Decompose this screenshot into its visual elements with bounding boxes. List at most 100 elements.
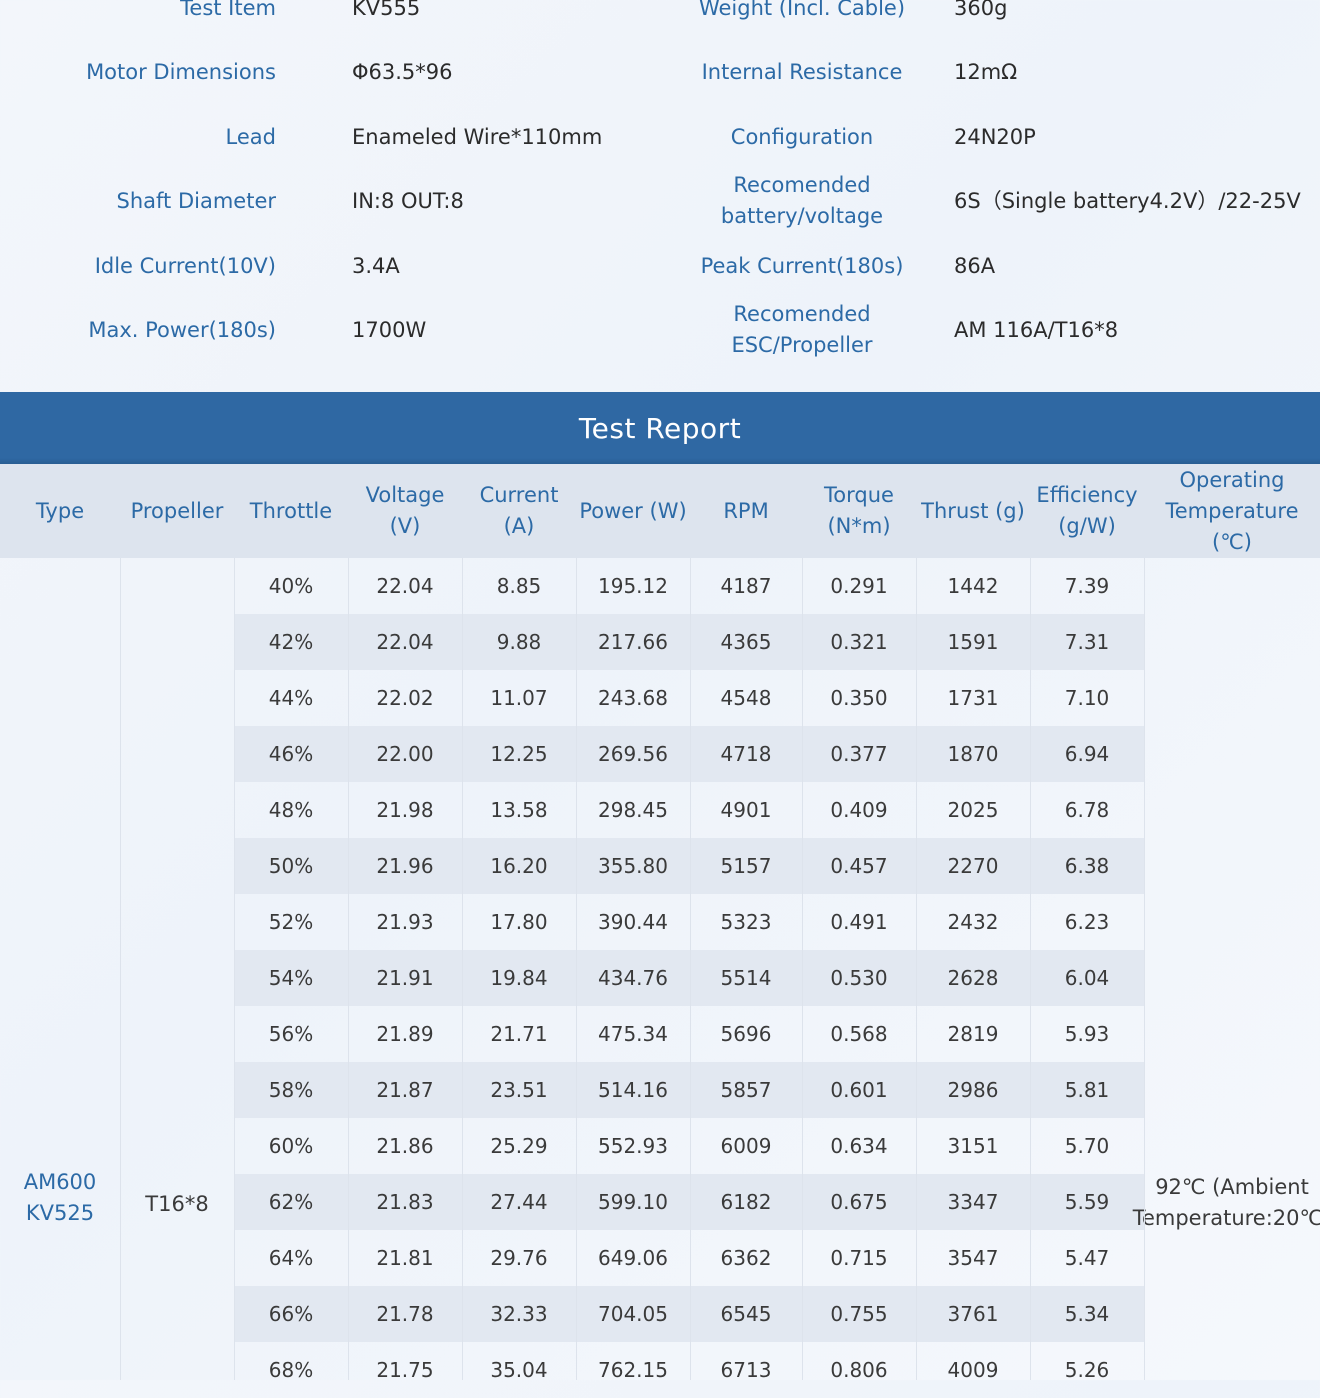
spec-label: Internal Resistance [701, 59, 903, 84]
cell-rpm: 5514 [720, 966, 772, 990]
header-torque: Torque (N*m) [824, 483, 894, 538]
cell-voltage: 21.75 [376, 1358, 434, 1382]
cell-throttle: 48% [268, 798, 314, 822]
cell-power: 298.45 [598, 798, 668, 822]
spec-label: Recomended battery/voltage [720, 173, 884, 228]
cell-torque: 0.675 [830, 1190, 888, 1214]
cell-throttle: 68% [268, 1358, 314, 1382]
spec-value: 12mΩ [954, 59, 1018, 84]
spec-row: Lead Enameled Wire*110mm Configuration 2… [0, 107, 1320, 167]
cell-power: 552.93 [598, 1134, 668, 1158]
cell-efficiency: 5.70 [1064, 1134, 1110, 1158]
cell-rpm: 4718 [720, 742, 772, 766]
header-type: Type [35, 498, 85, 523]
cell-power: 243.68 [598, 686, 668, 710]
column-divider [1144, 558, 1145, 1380]
spec-label: Motor Dimensions [86, 59, 276, 84]
cell-efficiency: 6.94 [1064, 742, 1110, 766]
cell-throttle: 46% [268, 742, 314, 766]
cell-rpm: 6362 [720, 1246, 772, 1270]
cell-voltage: 22.00 [376, 742, 434, 766]
spec-value: Enameled Wire*110mm [352, 124, 603, 149]
cell-power: 649.06 [598, 1246, 668, 1270]
cell-current: 11.07 [490, 686, 548, 710]
table-row [234, 1062, 1144, 1118]
cell-torque: 0.755 [830, 1302, 888, 1326]
column-divider [576, 558, 577, 1380]
cell-current: 19.84 [490, 966, 548, 990]
cell-thrust: 1591 [947, 630, 999, 654]
cell-power: 355.80 [598, 854, 668, 878]
cell-current: 16.20 [490, 854, 548, 878]
column-divider [802, 558, 803, 1380]
spec-label: Test Item [180, 0, 276, 20]
cell-power: 195.12 [598, 574, 668, 598]
column-divider [916, 558, 917, 1380]
spec-label: Max. Power(180s) [88, 317, 276, 342]
cell-torque: 0.715 [830, 1246, 888, 1270]
spec-value: IN:8 OUT:8 [352, 188, 464, 213]
cell-voltage: 21.81 [376, 1246, 434, 1270]
test-report-title: Test Report [0, 392, 1320, 464]
table-row [234, 1286, 1144, 1342]
cell-throttle: 52% [268, 910, 314, 934]
cell-current: 25.29 [490, 1134, 548, 1158]
cell-thrust: 2270 [947, 854, 999, 878]
cell-voltage: 21.87 [376, 1078, 434, 1102]
cell-throttle: 54% [268, 966, 314, 990]
spec-section: Test Item KV555 Weight (Incl. Cable) 360… [0, 0, 1320, 392]
cell-throttle: 42% [268, 630, 314, 654]
cell-throttle: 50% [268, 854, 314, 878]
cell-power: 475.34 [598, 1022, 668, 1046]
cell-current: 12.25 [490, 742, 548, 766]
cell-current: 13.58 [490, 798, 548, 822]
spec-value: 6S（Single battery4.2V）/22-25V [954, 188, 1301, 213]
table-body: AM600 KV525 T16*8 92℃ (Ambient Temperatu… [0, 558, 1320, 1382]
header-rpm: RPM [723, 498, 769, 523]
column-divider [348, 558, 349, 1380]
header-throttle: Throttle [249, 498, 333, 523]
cell-torque: 0.291 [830, 574, 888, 598]
spec-row: Motor Dimensions Φ63.5*96 Internal Resis… [0, 42, 1320, 102]
header-operating-temperature: Operating Temperature (℃) [1165, 467, 1299, 554]
cell-power: 434.76 [598, 966, 668, 990]
cell-rpm: 4187 [720, 574, 772, 598]
table-header: Type Propeller Throttle Voltage (V) Current … [0, 464, 1320, 558]
cell-power: 704.05 [598, 1302, 668, 1326]
cell-torque: 0.634 [830, 1134, 888, 1158]
cell-efficiency: 6.23 [1064, 910, 1110, 934]
cell-thrust: 2819 [947, 1022, 999, 1046]
cell-thrust: 4009 [947, 1358, 999, 1382]
cell-throttle: 40% [268, 574, 314, 598]
cell-rpm: 5857 [720, 1078, 772, 1102]
header-efficiency: Efficiency (g/W) [1036, 483, 1138, 538]
cell-rpm: 5696 [720, 1022, 772, 1046]
spec-row: Idle Current(10V) 3.4A Peak Current(180s… [0, 236, 1320, 296]
cell-voltage: 22.02 [376, 686, 434, 710]
cell-throttle: 64% [268, 1246, 314, 1270]
cell-rpm: 4365 [720, 630, 772, 654]
cell-thrust: 3151 [947, 1134, 999, 1158]
cell-efficiency: 5.93 [1064, 1022, 1110, 1046]
cell-rpm: 6009 [720, 1134, 772, 1158]
cell-efficiency: 5.81 [1064, 1078, 1110, 1102]
cell-efficiency: 5.59 [1064, 1190, 1110, 1214]
cell-thrust: 2986 [947, 1078, 999, 1102]
cell-voltage: 21.86 [376, 1134, 434, 1158]
cell-current: 35.04 [490, 1358, 548, 1382]
cell-voltage: 21.98 [376, 798, 434, 822]
cell-efficiency: 6.38 [1064, 854, 1110, 878]
temperature-cell: 92℃ (Ambient Temperature:20℃) [1132, 1175, 1320, 1230]
cell-efficiency: 6.78 [1064, 798, 1110, 822]
cell-power: 217.66 [598, 630, 668, 654]
column-divider [1030, 558, 1031, 1380]
motor-type-cell: AM600 KV525 [23, 1170, 97, 1225]
cell-throttle: 58% [268, 1078, 314, 1102]
cell-voltage: 21.89 [376, 1022, 434, 1046]
cell-thrust: 2432 [947, 910, 999, 934]
table-row [234, 950, 1144, 1006]
cell-voltage: 21.91 [376, 966, 434, 990]
cell-torque: 0.530 [830, 966, 888, 990]
cell-torque: 0.491 [830, 910, 888, 934]
spec-value: 1700W [352, 317, 427, 342]
